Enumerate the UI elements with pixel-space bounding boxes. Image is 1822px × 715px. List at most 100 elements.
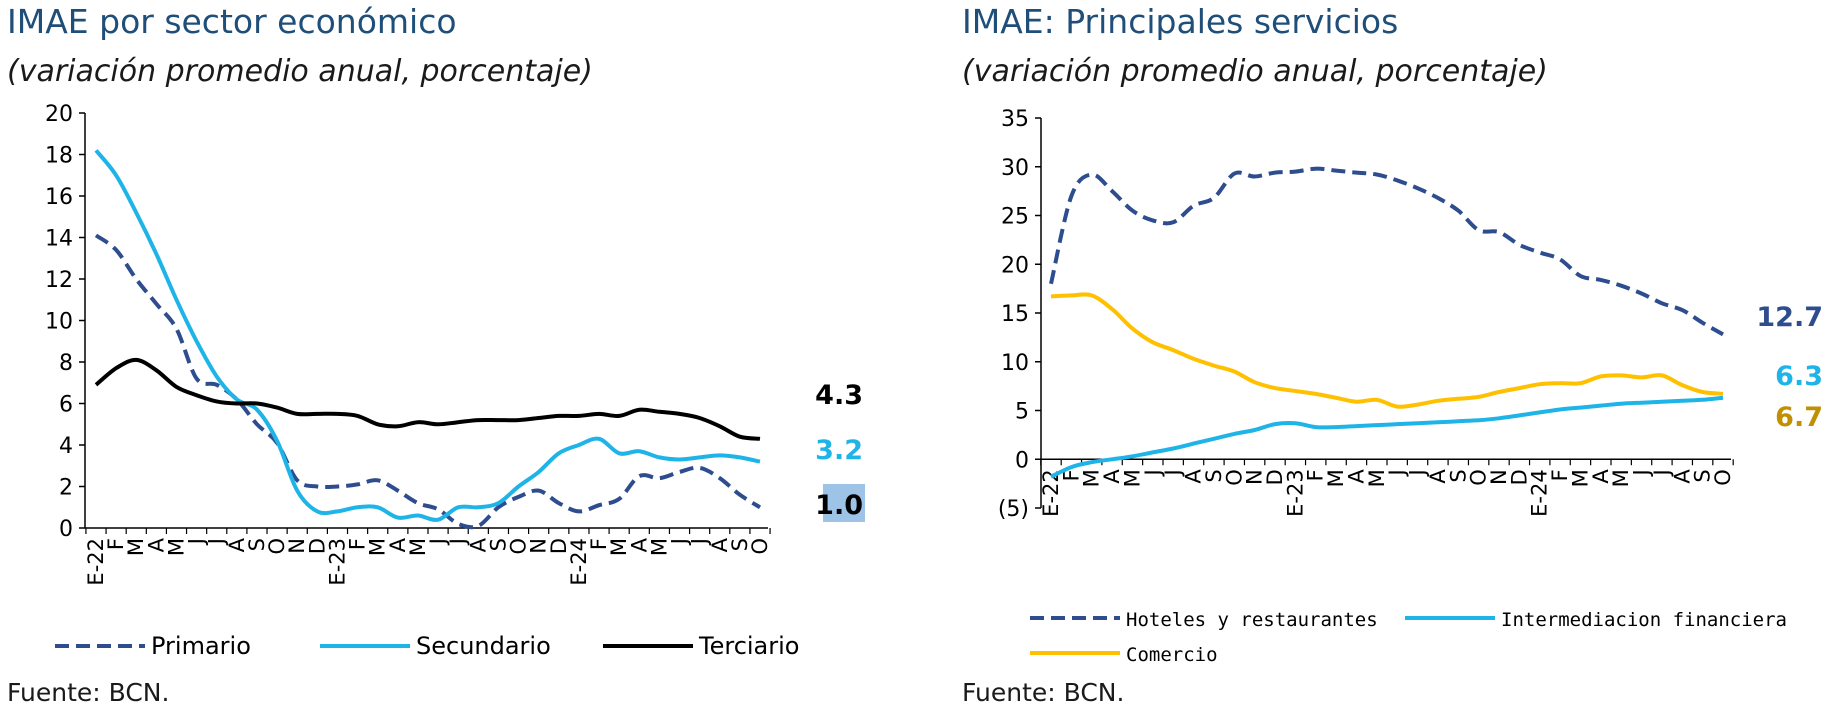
source-note: Fuente: BCN. xyxy=(962,678,1125,707)
chart-panel-services: IMAE: Principales servicios (variación p… xyxy=(955,0,1822,715)
x-tick-label: N xyxy=(1243,469,1267,485)
x-tick-label: J xyxy=(688,538,712,546)
legend-label: Terciario xyxy=(698,632,799,660)
x-tick-label: A xyxy=(386,537,410,552)
y-tick-label: 6 xyxy=(59,393,73,418)
y-tick-label: 15 xyxy=(1001,302,1029,327)
x-tick-label: M xyxy=(607,538,631,556)
series-line-comercio xyxy=(1050,292,1724,409)
x-tick-label: N xyxy=(285,538,309,554)
x-tick-label: A xyxy=(1182,469,1206,484)
x-tick-label: S xyxy=(1691,469,1715,482)
x-tick-label: J xyxy=(1161,469,1185,477)
y-tick-label: 35 xyxy=(1001,107,1029,132)
x-tick-label: E-23 xyxy=(325,538,349,586)
x-tick-label: A xyxy=(1670,469,1694,484)
y-tick-label: 30 xyxy=(1001,156,1029,181)
chart-panel-sector: IMAE por sector económico (variación pro… xyxy=(0,0,900,715)
x-tick-label: D xyxy=(1263,469,1287,485)
x-tick-label: E-24 xyxy=(567,538,591,586)
chart-title: IMAE: Principales servicios xyxy=(962,2,1399,41)
x-tick-label: N xyxy=(527,538,551,554)
x-tick-label: S xyxy=(486,538,510,551)
y-tick-label: 8 xyxy=(59,351,73,376)
x-tick-label: J xyxy=(1385,469,1409,477)
x-tick-label: E-23 xyxy=(1283,469,1307,517)
x-tick-label: S xyxy=(1446,469,1470,482)
y-tick-label: 18 xyxy=(45,144,73,169)
series-line-primario xyxy=(94,233,762,530)
x-tick-label: M xyxy=(647,538,671,556)
source-note: Fuente: BCN. xyxy=(7,678,170,707)
end-label-highlight xyxy=(823,484,865,522)
series-line-intermediacion-financiera xyxy=(1050,395,1724,479)
end-label: 12.7 xyxy=(1756,302,1822,333)
y-tick-label: 12 xyxy=(45,268,73,293)
x-tick-label: J xyxy=(426,538,450,546)
chart-subtitle: (variación promedio anual, porcentaje) xyxy=(7,54,593,89)
x-tick-label: A xyxy=(225,537,249,552)
x-tick-label: F xyxy=(104,538,128,550)
y-tick-label: 2 xyxy=(59,476,73,501)
y-tick-label: 14 xyxy=(45,227,73,252)
y-tick-label: 20 xyxy=(45,102,73,127)
x-tick-label: F xyxy=(1059,469,1083,481)
x-tick-label: O xyxy=(1711,469,1735,486)
y-tick-label: 25 xyxy=(1001,205,1029,230)
y-tick-label: 5 xyxy=(1015,400,1029,425)
end-label: 1.0 xyxy=(815,490,863,521)
x-tick-label: A xyxy=(1100,469,1124,484)
x-tick-label: D xyxy=(305,538,329,554)
x-tick-label: A xyxy=(144,537,168,552)
y-tick-label: 16 xyxy=(45,185,73,210)
x-tick-label: M xyxy=(1120,469,1144,487)
series-line-hoteles-y-restaurantes xyxy=(1049,166,1724,337)
x-tick-label: S xyxy=(728,538,752,551)
x-tick-label: A xyxy=(1344,469,1368,484)
x-tick-label: A xyxy=(1426,469,1450,484)
x-tick-label: N xyxy=(1487,469,1511,485)
y-tick-label: (5) xyxy=(998,497,1029,522)
x-tick-label: M xyxy=(124,538,148,556)
legend-label: Hoteles y restaurantes xyxy=(1126,609,1378,631)
x-tick-label: J xyxy=(205,538,229,546)
x-tick-label: J xyxy=(1141,469,1165,477)
x-tick-label: M xyxy=(164,538,188,556)
x-tick-label: J xyxy=(1630,469,1654,477)
legend-label: Intermediacion financiera xyxy=(1501,609,1787,631)
y-tick-label: 0 xyxy=(1015,448,1029,473)
chart-subtitle: (variación promedio anual, porcentaje) xyxy=(962,54,1548,89)
x-tick-label: O xyxy=(507,538,531,555)
x-tick-label: A xyxy=(466,537,490,552)
x-tick-label: A xyxy=(708,537,732,552)
x-tick-label: M xyxy=(1324,469,1348,487)
y-tick-label: 20 xyxy=(1001,253,1029,278)
y-tick-label: 4 xyxy=(59,434,73,459)
x-tick-label: E-24 xyxy=(1528,469,1552,517)
x-tick-label: M xyxy=(1609,469,1633,487)
x-tick-label: M xyxy=(366,538,390,556)
x-tick-label: F xyxy=(587,538,611,550)
x-tick-label: J xyxy=(1650,469,1674,477)
chart-svg-services: (5)05101520253035E-22FMAMJJASONDE-23FMAM… xyxy=(998,107,1822,666)
series-line-terciario xyxy=(94,357,761,441)
x-tick-label: A xyxy=(627,537,651,552)
y-tick-label: 10 xyxy=(45,310,73,335)
end-label: 6.3 xyxy=(1775,361,1822,392)
legend-label: Comercio xyxy=(1126,644,1218,666)
x-tick-label: D xyxy=(547,538,571,554)
x-tick-label: J xyxy=(668,538,692,546)
end-label: 3.2 xyxy=(815,435,863,466)
end-label: 4.3 xyxy=(815,380,863,411)
x-tick-label: S xyxy=(1202,469,1226,482)
legend-label: Secundario xyxy=(416,632,551,660)
x-tick-label: O xyxy=(1222,469,1246,486)
y-tick-label: 0 xyxy=(59,517,73,542)
x-tick-label: M xyxy=(1365,469,1389,487)
x-tick-label: D xyxy=(1507,469,1531,485)
x-tick-label: F xyxy=(1304,469,1328,481)
x-tick-label: M xyxy=(1568,469,1592,487)
x-tick-label: F xyxy=(346,538,370,550)
chart-title: IMAE por sector económico xyxy=(7,2,457,41)
x-tick-label: O xyxy=(265,538,289,555)
